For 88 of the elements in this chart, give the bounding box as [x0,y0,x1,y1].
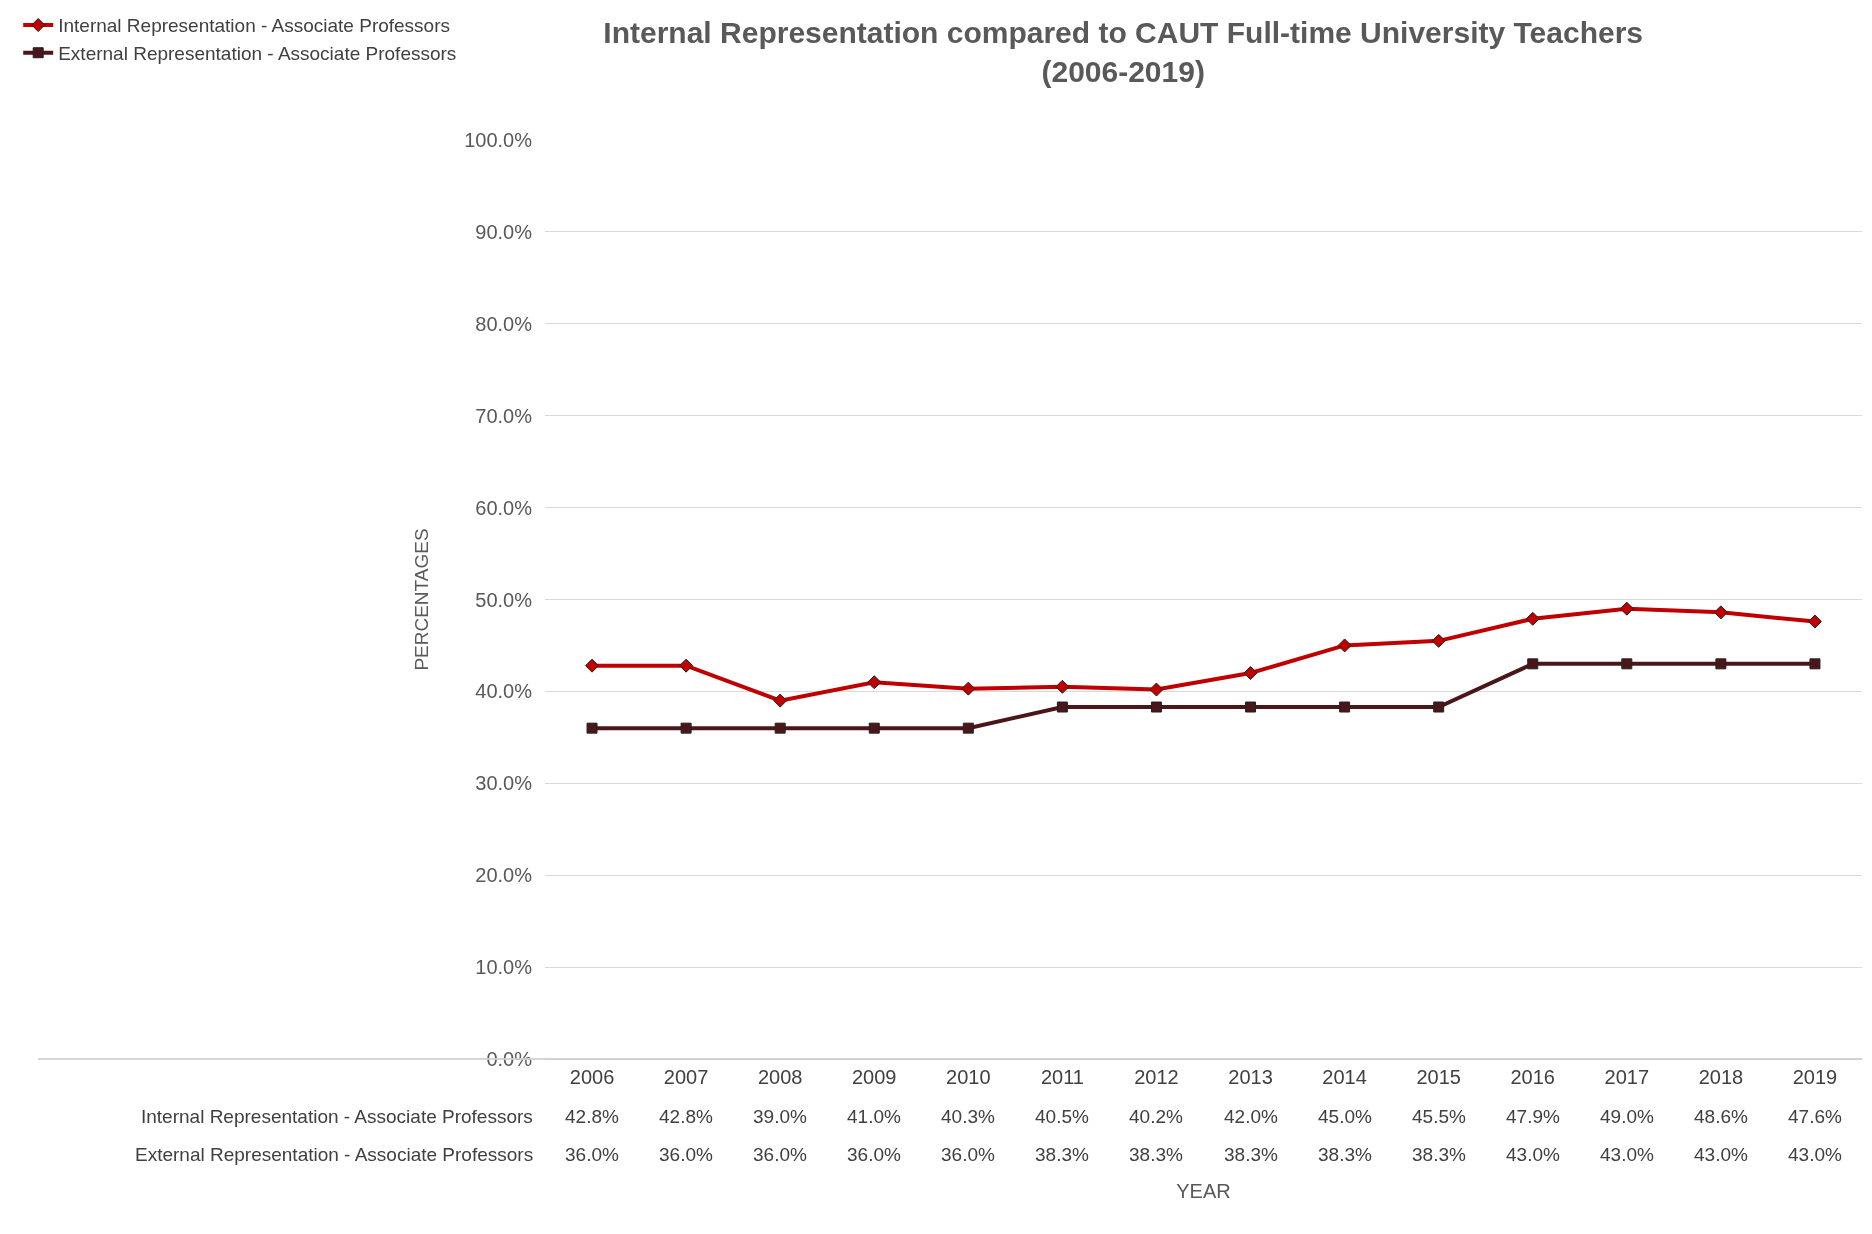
point [1150,701,1162,713]
data-label: 39.0% [753,1106,807,1127]
data-label: 42.8% [659,1106,713,1127]
x-tick-label: 2017 [1604,1066,1650,1088]
x-axis-title: YEAR [1176,1179,1231,1202]
point [867,675,882,690]
data-label: 36.0% [659,1144,713,1165]
point [868,722,880,734]
point [680,722,692,734]
data-label: 42.0% [1224,1106,1278,1127]
point [1807,614,1822,629]
data-label: 41.0% [847,1106,901,1127]
point [1245,701,1257,713]
y-tick-label: 70.0% [475,404,533,427]
x-tick-label: 2009 [852,1066,897,1088]
data-label: 38.3% [1318,1144,1372,1165]
point [961,681,976,696]
data-label: 38.3% [1224,1144,1278,1165]
data-label: 47.6% [1788,1106,1842,1127]
point [1433,701,1445,713]
y-tick-label: 10.0% [475,956,533,979]
text: External Representation - Associate Professors [135,1144,534,1165]
x-tick-label: 2010 [946,1066,991,1088]
y-tick-label: 100.0% [464,129,533,151]
point [679,658,694,673]
point [1525,611,1540,626]
y-tick-label: 0.0% [486,1048,533,1070]
point [1149,682,1164,697]
point [586,722,598,734]
point [962,722,974,734]
y-tick-label: 40.0% [475,680,533,703]
data-label: 48.6% [1694,1106,1748,1127]
point [1715,658,1727,670]
data-label: 49.0% [1600,1106,1654,1127]
x-tick-label: 2014 [1322,1066,1367,1088]
x-tick-label: 2013 [1228,1066,1273,1088]
point [1621,658,1633,670]
data-label: 36.0% [565,1144,619,1165]
y-tick-label: 90.0% [475,220,533,243]
legend-label: Internal Representation - Associate Professors [58,15,451,37]
point [1809,658,1821,670]
point [1713,605,1728,620]
data-label: 40.3% [941,1106,995,1127]
y-tick-label: 60.0% [475,496,533,519]
data-label: 45.0% [1318,1106,1372,1127]
point [1431,633,1446,648]
data-label: 43.0% [1600,1144,1654,1165]
point [1243,666,1258,681]
data-label: 40.5% [1035,1106,1089,1127]
data-label: 45.5% [1412,1106,1466,1127]
data-label: 36.0% [941,1144,995,1165]
point [1056,701,1068,713]
chart-title: Internal Representation compared to CAUT Full-time University Teachers (2006-2019) [603,16,1644,89]
point [773,693,788,708]
y-tick-label: 50.0% [475,588,533,611]
data-label: 43.0% [1694,1144,1748,1165]
point [1619,601,1634,616]
x-tick-label: 2016 [1510,1066,1555,1088]
data-label: 36.0% [847,1144,901,1165]
x-tick-label: 2007 [663,1066,709,1088]
data-label: 43.0% [1506,1144,1560,1165]
data-label: 40.2% [1129,1106,1183,1127]
y-axis-title: PERCENTAGES [411,528,433,671]
point [1055,679,1070,694]
point [774,722,786,734]
y-tick-label: 20.0% [475,864,533,887]
text: Internal Representation - Associate Professors [141,1106,533,1127]
y-tick-label: 80.0% [475,312,533,335]
data-label: 38.3% [1035,1144,1089,1165]
data-label: 43.0% [1788,1144,1842,1165]
data-label: 42.8% [565,1106,619,1127]
x-tick-label: 2015 [1416,1066,1461,1088]
point [1337,638,1352,653]
point [585,658,600,673]
x-tick-label: 2012 [1134,1066,1179,1088]
x-tick-label: 2008 [757,1066,803,1088]
x-tick-label: 2006 [569,1066,615,1088]
data-label: 47.9% [1506,1106,1560,1127]
point [1527,658,1539,670]
data-label: 36.0% [753,1144,807,1165]
x-tick-label: 2011 [1040,1066,1084,1088]
x-tick-label: 2018 [1698,1066,1744,1088]
point [1339,701,1351,713]
x-tick-label: 2019 [1792,1066,1838,1088]
data-label: 38.3% [1129,1144,1183,1165]
y-tick-label: 30.0% [475,772,533,795]
legend-label: External Representation - Associate Professors [58,43,457,65]
data-label: 38.3% [1412,1144,1466,1165]
